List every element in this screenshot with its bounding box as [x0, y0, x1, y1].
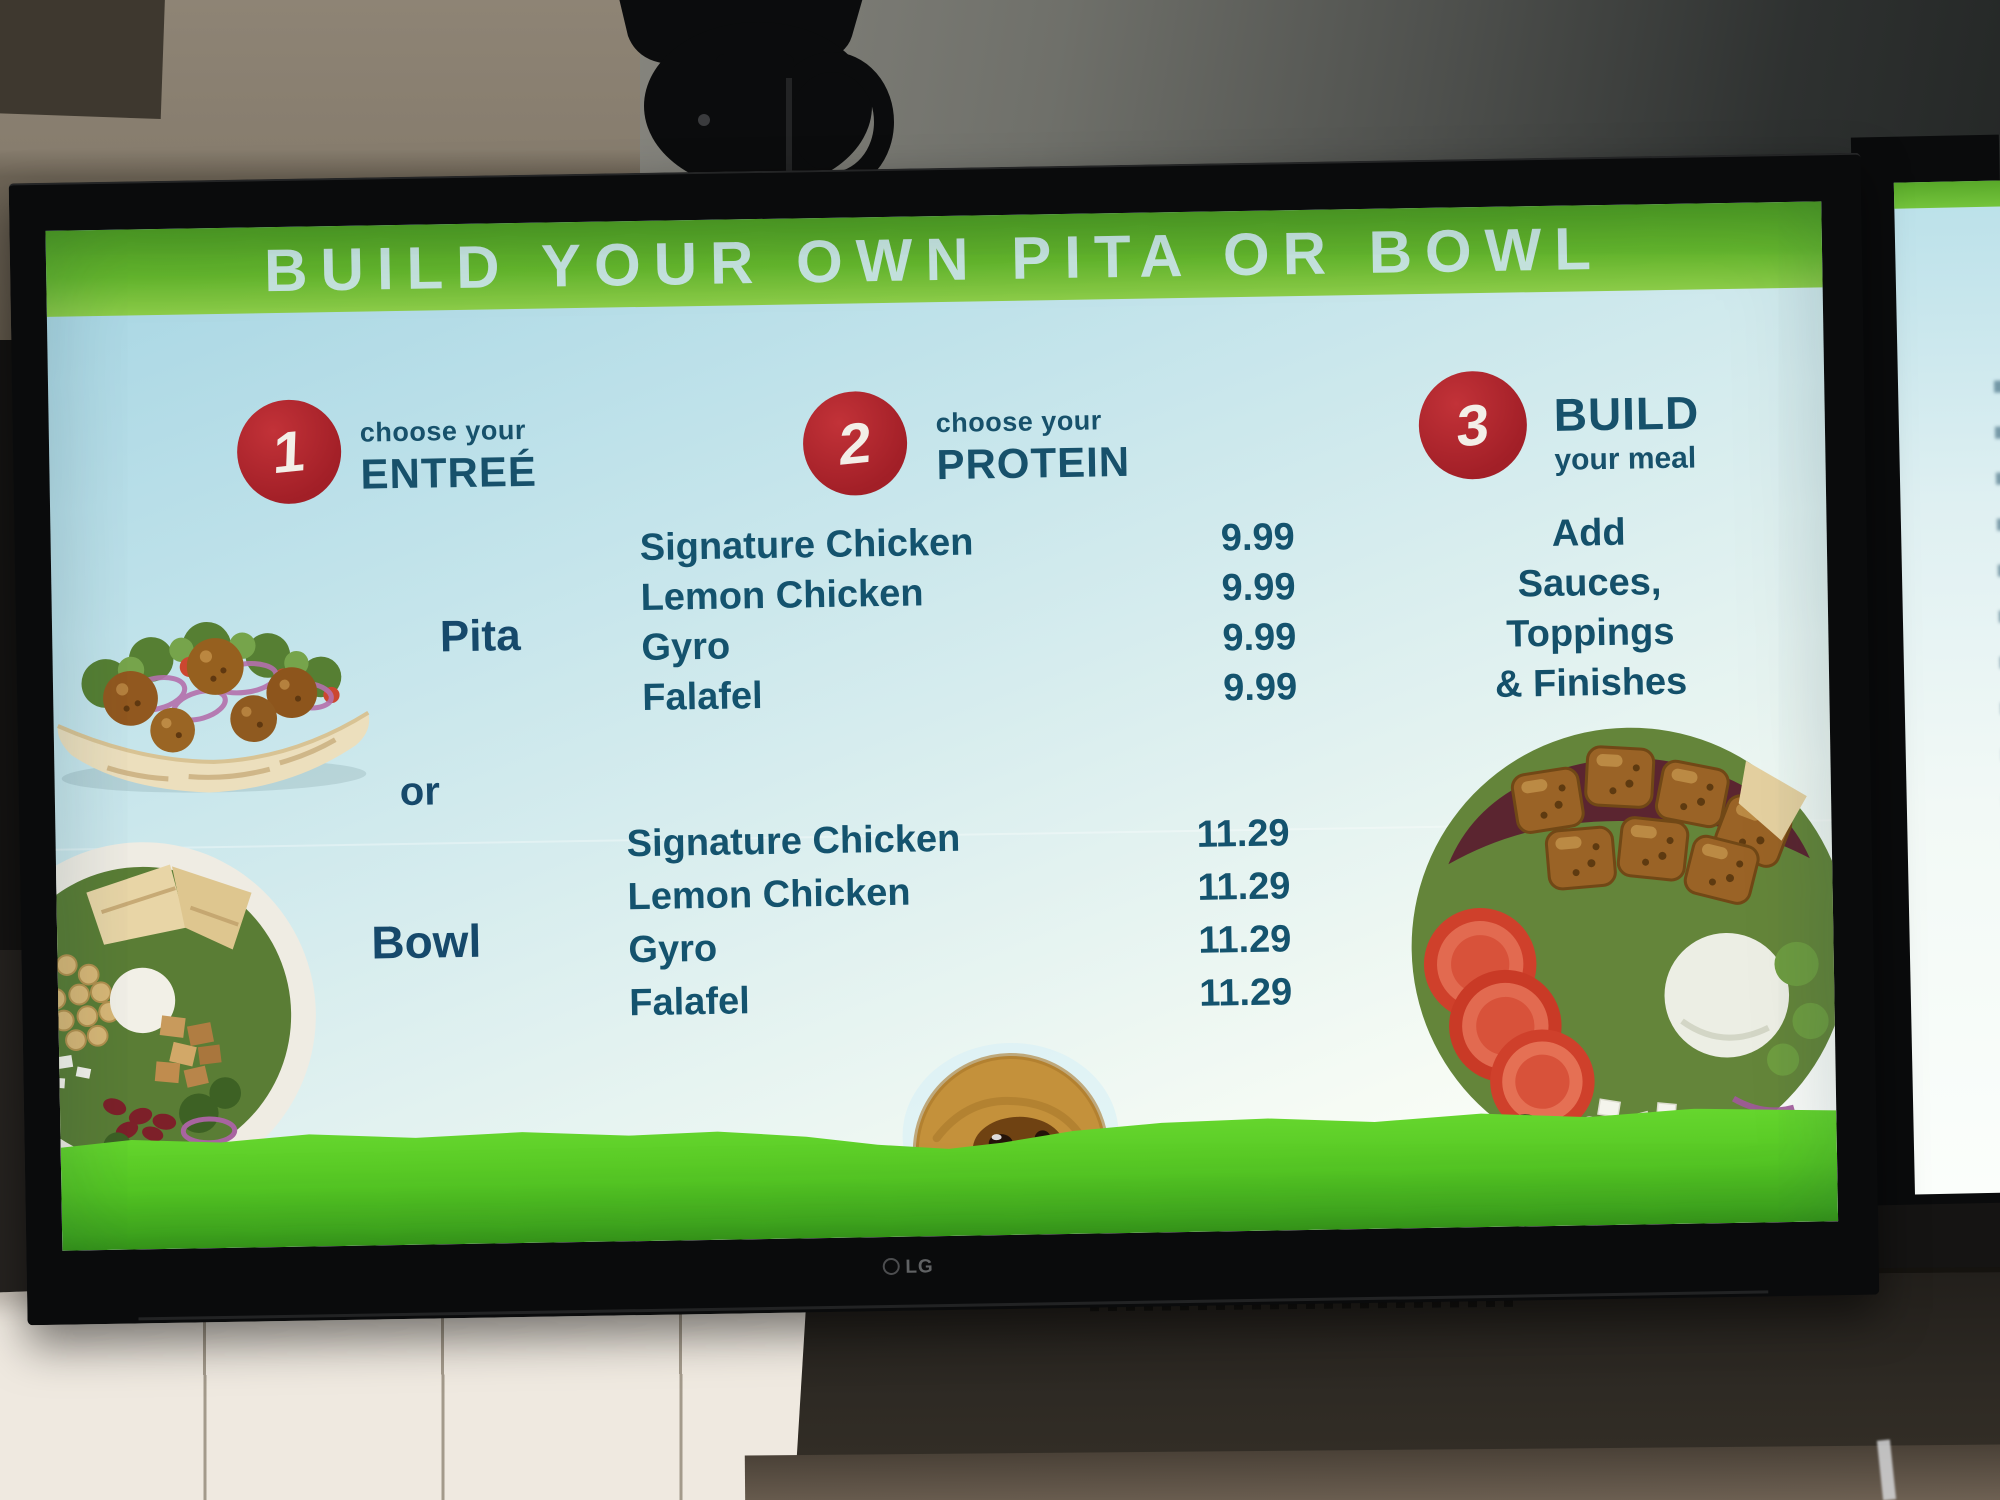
menu-item-name: Falafel: [628, 980, 751, 1025]
menu-item-price: 9.99: [1222, 616, 1297, 660]
pita-protein-list: Signature Chicken 9.99 Lemon Chicken 9.9…: [639, 512, 1297, 723]
step-2-badge: 2: [802, 390, 908, 497]
lg-logo: LG: [882, 1256, 934, 1279]
build-note: Add Sauces, Toppings & Finishes: [1428, 506, 1751, 711]
menu-item-price: 9.99: [1222, 666, 1298, 710]
step-1-heading: choose your ENTREÉ: [360, 415, 538, 499]
step-2-eyebrow: choose your: [935, 405, 1103, 439]
step-1-eyebrow: choose your: [359, 414, 527, 448]
menu-item-name: Signature Chicken: [639, 521, 974, 570]
build-note-line: & Finishes: [1494, 660, 1688, 706]
step-2-heading: choose your PROTEIN: [936, 405, 1131, 489]
step-3-subtitle: your meal: [1554, 441, 1697, 477]
secondary-screen-panel: [1893, 180, 2000, 1195]
menu-item-name: Lemon Chicken: [640, 572, 924, 620]
menu-item-row: Falafel 9.99: [642, 662, 1298, 723]
step-1-title: ENTREÉ: [360, 447, 538, 498]
build-note-line: Toppings: [1505, 610, 1675, 656]
menu-title: BUILD YOUR OWN PITA OR BOWL: [45, 201, 1823, 317]
bowl-protein-list: Signature Chicken 11.29 Lemon Chicken 11…: [626, 807, 1292, 1030]
menu-item-name: Gyro: [641, 625, 731, 670]
step-3-heading: BUILD your meal: [1553, 385, 1700, 477]
entree-option-separator: or: [399, 769, 441, 815]
menu-item-price: 9.99: [1220, 516, 1296, 560]
entree-option-bowl: Bowl: [370, 914, 482, 969]
secondary-screen-header-strip: [1893, 180, 2000, 209]
step-2-number: 2: [837, 409, 873, 478]
secondary-screen-text-hint: [1993, 380, 2000, 941]
menu-item-price: 11.29: [1198, 971, 1293, 1015]
step-3-title: BUILD: [1553, 386, 1700, 441]
menu-item-price: 11.29: [1197, 865, 1291, 909]
wall-corner-shadow: [0, 0, 166, 120]
menu-item-row: Falafel 11.29: [629, 966, 1293, 1030]
menu-item-name: Lemon Chicken: [627, 871, 911, 919]
step-3-badge: 3: [1417, 370, 1528, 481]
pita-photo: [57, 621, 370, 793]
menu-item-price: 11.29: [1196, 812, 1290, 856]
menu-board-tv: BUILD YOUR OWN PITA OR BOWL: [8, 152, 1880, 1326]
menu-item-price: 9.99: [1221, 566, 1296, 610]
finished-bowl-photo: [1411, 727, 1839, 1168]
menu-item-name: Gyro: [628, 927, 718, 972]
menu-item-name: Falafel: [641, 675, 764, 719]
build-note-line: Sauces,: [1517, 561, 1662, 606]
step-3-number: 3: [1455, 391, 1491, 460]
step-2-title: PROTEIN: [936, 437, 1131, 489]
menu-item-price: 11.29: [1198, 918, 1292, 962]
entree-option-pita: Pita: [439, 611, 521, 662]
menu-screen: BUILD YOUR OWN PITA OR BOWL: [45, 201, 1839, 1251]
step-1-number: 1: [271, 417, 307, 486]
build-note-line: Add: [1551, 511, 1626, 555]
menu-item-name: Signature Chicken: [626, 817, 961, 866]
step-1-badge: 1: [236, 398, 343, 505]
